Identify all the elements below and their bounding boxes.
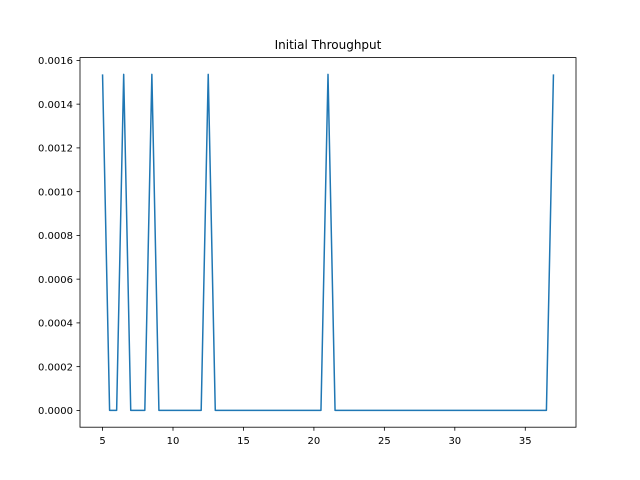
axes-frame — [79, 57, 577, 428]
series-line-0 — [101, 73, 555, 412]
x-tick-label: 15 — [237, 436, 250, 447]
x-tick-label: 35 — [519, 436, 532, 447]
y-axis: 0.0000 0.0002 0.0004 0.0006 0.0008 0.0010 0.00… — [38, 56, 80, 417]
plot-area — [101, 73, 555, 412]
y-tick-label: 0.0000 — [38, 406, 73, 417]
y-tick-label: 0.0002 — [38, 362, 73, 373]
x-tick-label: 5 — [99, 436, 105, 447]
y-tick-label: 0.0016 — [38, 56, 73, 67]
y-tick-label: 0.0010 — [38, 187, 73, 198]
y-tick-label: 0.0008 — [38, 231, 73, 242]
y-tick-label: 0.0012 — [38, 144, 73, 155]
x-tick-label: 25 — [378, 436, 391, 447]
y-tick-label: 0.0014 — [38, 100, 73, 111]
x-tick-label: 20 — [308, 436, 321, 447]
y-tick-label: 0.0006 — [38, 275, 73, 286]
chart-title: Initial Throughput — [275, 38, 382, 52]
x-tick-label: 30 — [448, 436, 461, 447]
x-axis: 5 10 15 20 25 30 35 — [99, 427, 532, 447]
y-tick-label: 0.0004 — [38, 319, 73, 330]
x-tick-label: 10 — [167, 436, 180, 447]
